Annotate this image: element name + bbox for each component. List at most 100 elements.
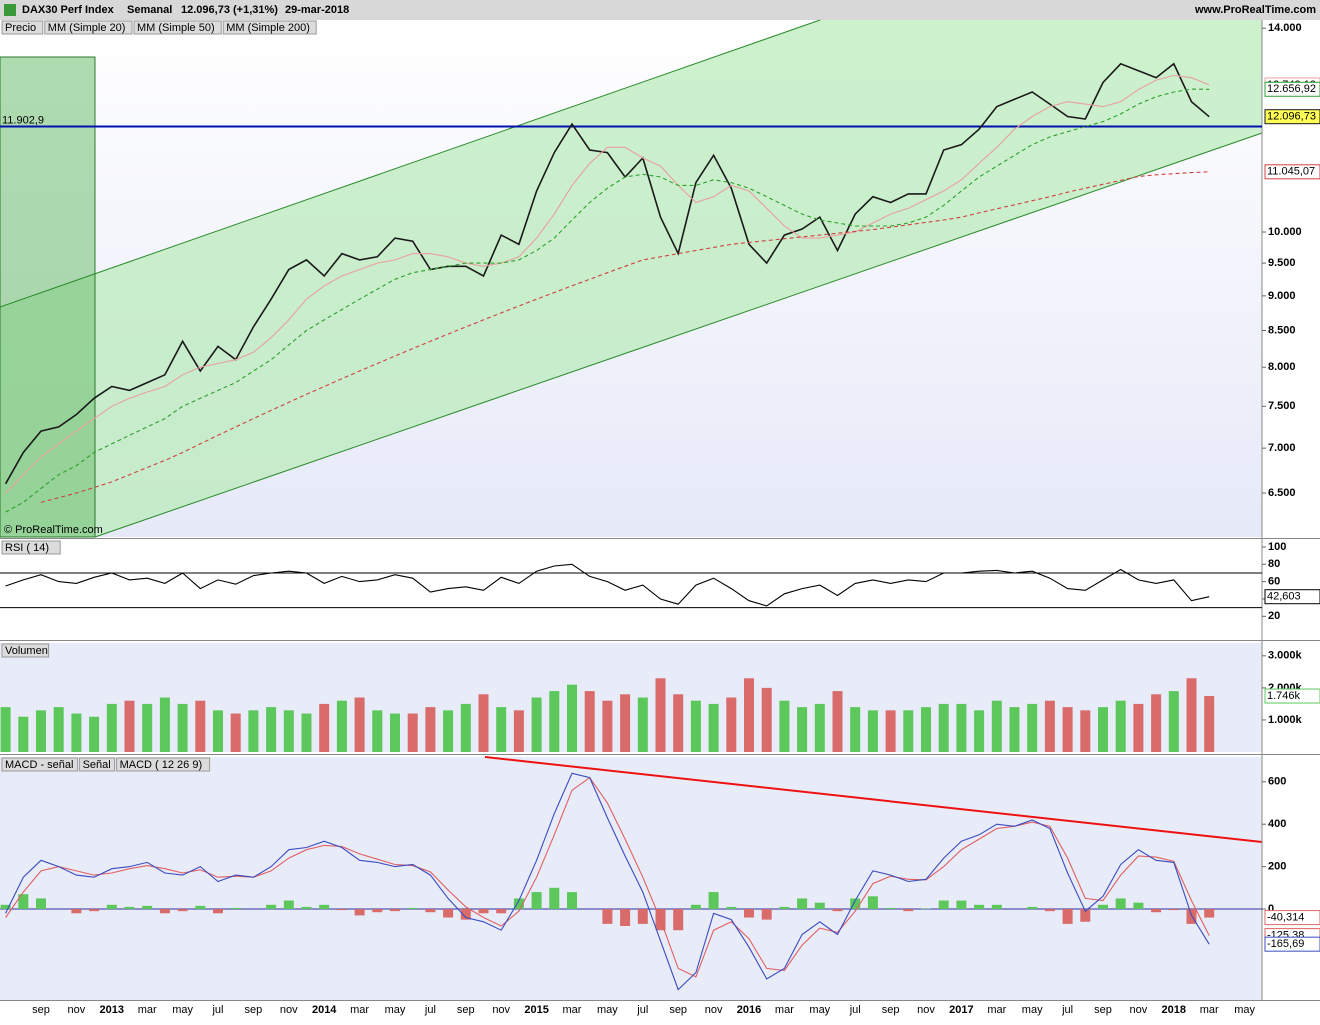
x-tick-label: 2018 — [1162, 1004, 1186, 1016]
bar — [248, 710, 258, 752]
bar — [779, 701, 789, 752]
bar — [656, 678, 666, 752]
y-tick-label: 7.000 — [1268, 442, 1296, 454]
bar — [178, 909, 188, 911]
bar — [231, 908, 241, 909]
y-tick-label: 7.500 — [1268, 400, 1296, 412]
bar — [1169, 691, 1179, 752]
bar — [903, 710, 913, 752]
bar — [479, 694, 489, 752]
bar — [1098, 707, 1108, 752]
value-label: -40,314 — [1267, 911, 1304, 923]
bar — [974, 905, 984, 909]
x-tick-label: nov — [68, 1004, 86, 1016]
bar — [709, 892, 719, 909]
x-tick-label: nov — [917, 1004, 935, 1016]
y-tick-label: 400 — [1268, 818, 1286, 830]
bar — [762, 688, 772, 752]
y-tick-label: 600 — [1268, 776, 1286, 788]
bar — [71, 714, 81, 752]
bar — [1204, 696, 1214, 752]
period: Semanal — [127, 4, 172, 16]
bar — [1080, 710, 1090, 752]
bar — [868, 710, 878, 752]
bar — [620, 909, 630, 926]
bar — [266, 905, 276, 909]
bar — [390, 714, 400, 752]
x-tick-label: nov — [280, 1004, 298, 1016]
bar — [425, 707, 435, 752]
bar — [89, 717, 99, 752]
value-label: 11.045,07 — [1267, 166, 1315, 178]
x-tick-label: mar — [350, 1004, 369, 1016]
bar — [868, 896, 878, 909]
bar — [1116, 898, 1126, 909]
bar — [178, 704, 188, 752]
bar — [160, 909, 170, 913]
x-tick-label: may — [172, 1004, 193, 1016]
x-tick-label: nov — [1130, 1004, 1148, 1016]
bar — [125, 701, 135, 752]
bar — [284, 901, 294, 909]
value-label: 1.746k — [1267, 690, 1301, 702]
macd-panel — [0, 757, 1262, 1000]
bar — [71, 909, 81, 913]
bar — [496, 707, 506, 752]
bar — [1063, 909, 1073, 924]
x-tick-label: nov — [492, 1004, 510, 1016]
x-tick-label: mar — [1200, 1004, 1219, 1016]
bar — [284, 710, 294, 752]
bar — [886, 710, 896, 752]
bar — [1151, 909, 1161, 912]
bar — [107, 905, 117, 909]
x-tick-label: 2013 — [100, 1004, 124, 1016]
bar — [709, 704, 719, 752]
volume-panel — [0, 643, 1262, 752]
x-tick-label: mar — [987, 1004, 1006, 1016]
x-tick-label: jul — [211, 1004, 223, 1016]
copyright: © ProRealTime.com — [4, 524, 103, 536]
bar — [815, 903, 825, 909]
bar — [1151, 694, 1161, 752]
bar — [744, 909, 754, 917]
legend-label: Volumen — [5, 645, 48, 657]
y-tick-label: 8.000 — [1268, 361, 1296, 373]
bar — [779, 907, 789, 909]
quote: 12.096,73 (+1,31%) — [181, 4, 278, 16]
bar — [496, 909, 506, 913]
bar — [18, 717, 28, 752]
bar — [921, 707, 931, 752]
x-tick-label: jul — [424, 1004, 436, 1016]
bar — [532, 892, 542, 909]
bar — [142, 906, 152, 909]
bar — [89, 909, 99, 911]
bar — [602, 701, 612, 752]
x-tick-label: sep — [882, 1004, 900, 1016]
bar — [1, 707, 11, 752]
bar — [638, 698, 648, 753]
bar — [461, 704, 471, 752]
bar — [213, 909, 223, 913]
bar — [797, 707, 807, 752]
legend-label: MM (Simple 200) — [226, 22, 310, 34]
app-icon — [4, 4, 16, 16]
bar — [939, 901, 949, 909]
bar — [355, 698, 365, 753]
bar — [691, 905, 701, 909]
bar — [1169, 909, 1179, 910]
bar — [195, 701, 205, 752]
x-tick-label: sep — [1094, 1004, 1112, 1016]
bar — [1204, 909, 1214, 918]
x-tick-label: mar — [775, 1004, 794, 1016]
bar — [602, 909, 612, 924]
legend-label: MM (Simple 50) — [137, 22, 215, 34]
bar — [355, 909, 365, 915]
bar — [549, 691, 559, 752]
y-tick-label: 10.000 — [1268, 226, 1302, 238]
bar — [514, 710, 524, 752]
bar — [532, 698, 542, 753]
level-label: 11.902,9 — [2, 114, 44, 126]
bar — [549, 888, 559, 909]
instrument: DAX30 Perf Index — [22, 4, 115, 16]
